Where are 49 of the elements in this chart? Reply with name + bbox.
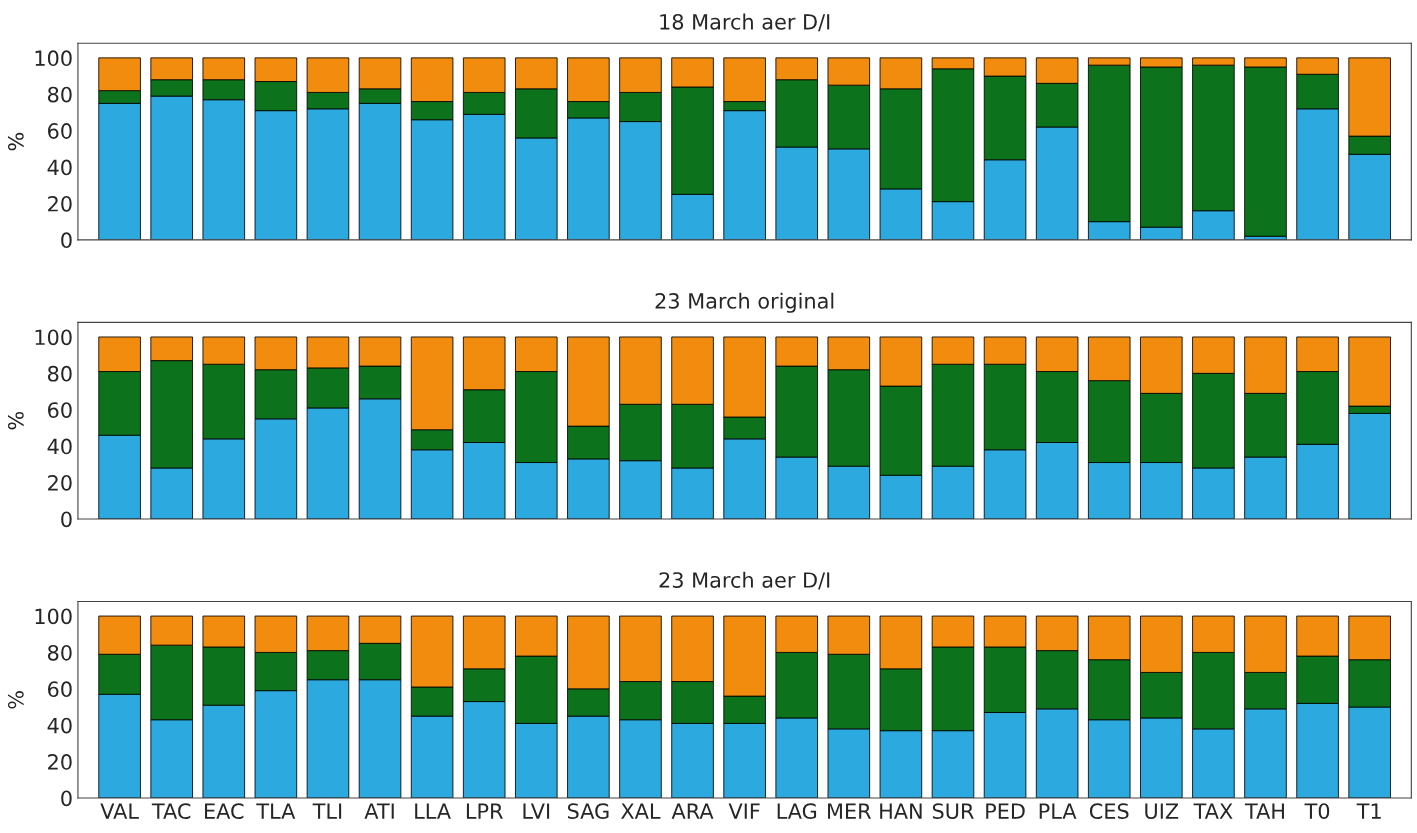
x-tick-label: TLI — [312, 803, 342, 819]
y-tick-label: 60 — [48, 402, 72, 418]
x-tick-label: CES — [1089, 803, 1129, 819]
x-tick-label: TLA — [256, 803, 296, 819]
x-tick-label: VAL — [100, 803, 139, 819]
x-tick-label: LPR — [466, 803, 503, 819]
chart-title: 23 March original — [655, 292, 834, 313]
y-tick-label: 40 — [47, 717, 72, 734]
y-axis-title: % — [7, 691, 24, 709]
x-tick-label: HAN — [880, 803, 922, 819]
x-tick-label: ARA — [671, 803, 714, 819]
x-tick-label: LLA — [415, 803, 451, 819]
x-tick-label: MER — [828, 803, 872, 819]
y-tick-label: 60 — [48, 681, 72, 698]
y-tick-label: 100 — [35, 608, 72, 625]
y-tick-label: 0 — [61, 511, 72, 528]
y-tick-label: 0 — [61, 232, 72, 249]
chart-title: 18 March aer D/I — [660, 13, 830, 32]
y-tick-label: 20 — [48, 474, 72, 491]
y-axis-title: % — [7, 132, 24, 151]
x-tick-label: T0 — [1304, 803, 1330, 819]
x-tick-label: T1 — [1356, 803, 1381, 819]
x-tick-label: ATI — [364, 803, 394, 819]
y-tick-label: 40 — [47, 438, 72, 455]
y-axis-title: % — [7, 411, 24, 430]
y-tick-label: 20 — [48, 754, 72, 770]
x-tick-label: SAG — [567, 803, 609, 819]
y-tick-label: 80 — [47, 644, 72, 661]
x-tick-label: PED — [986, 803, 1025, 819]
y-tick-label: 100 — [35, 329, 72, 346]
x-tick-label: TAX — [1193, 803, 1233, 819]
x-tick-label: SUR — [932, 803, 974, 819]
x-tick-label: XAL — [621, 803, 661, 819]
y-tick-label: 0 — [61, 790, 72, 807]
x-tick-label: LVI — [523, 803, 550, 819]
y-tick-label: 100 — [35, 50, 72, 67]
y-tick-label: 80 — [47, 365, 72, 382]
x-tick-label: EAC — [205, 803, 244, 819]
x-tick-label: UIZ — [1145, 803, 1179, 819]
x-tick-label: TAC — [151, 803, 191, 819]
chart-title: 23 March aer D/I — [659, 571, 830, 590]
y-tick-label: 60 — [48, 123, 72, 139]
y-tick-label: 80 — [47, 86, 72, 103]
x-tick-label: PLA — [1039, 803, 1077, 819]
x-tick-label: VIF — [728, 803, 760, 819]
y-tick-label: 40 — [47, 159, 72, 176]
x-tick-label: LAG — [777, 803, 817, 819]
x-tick-label: TAH — [1244, 803, 1284, 819]
y-tick-label: 20 — [48, 195, 72, 212]
